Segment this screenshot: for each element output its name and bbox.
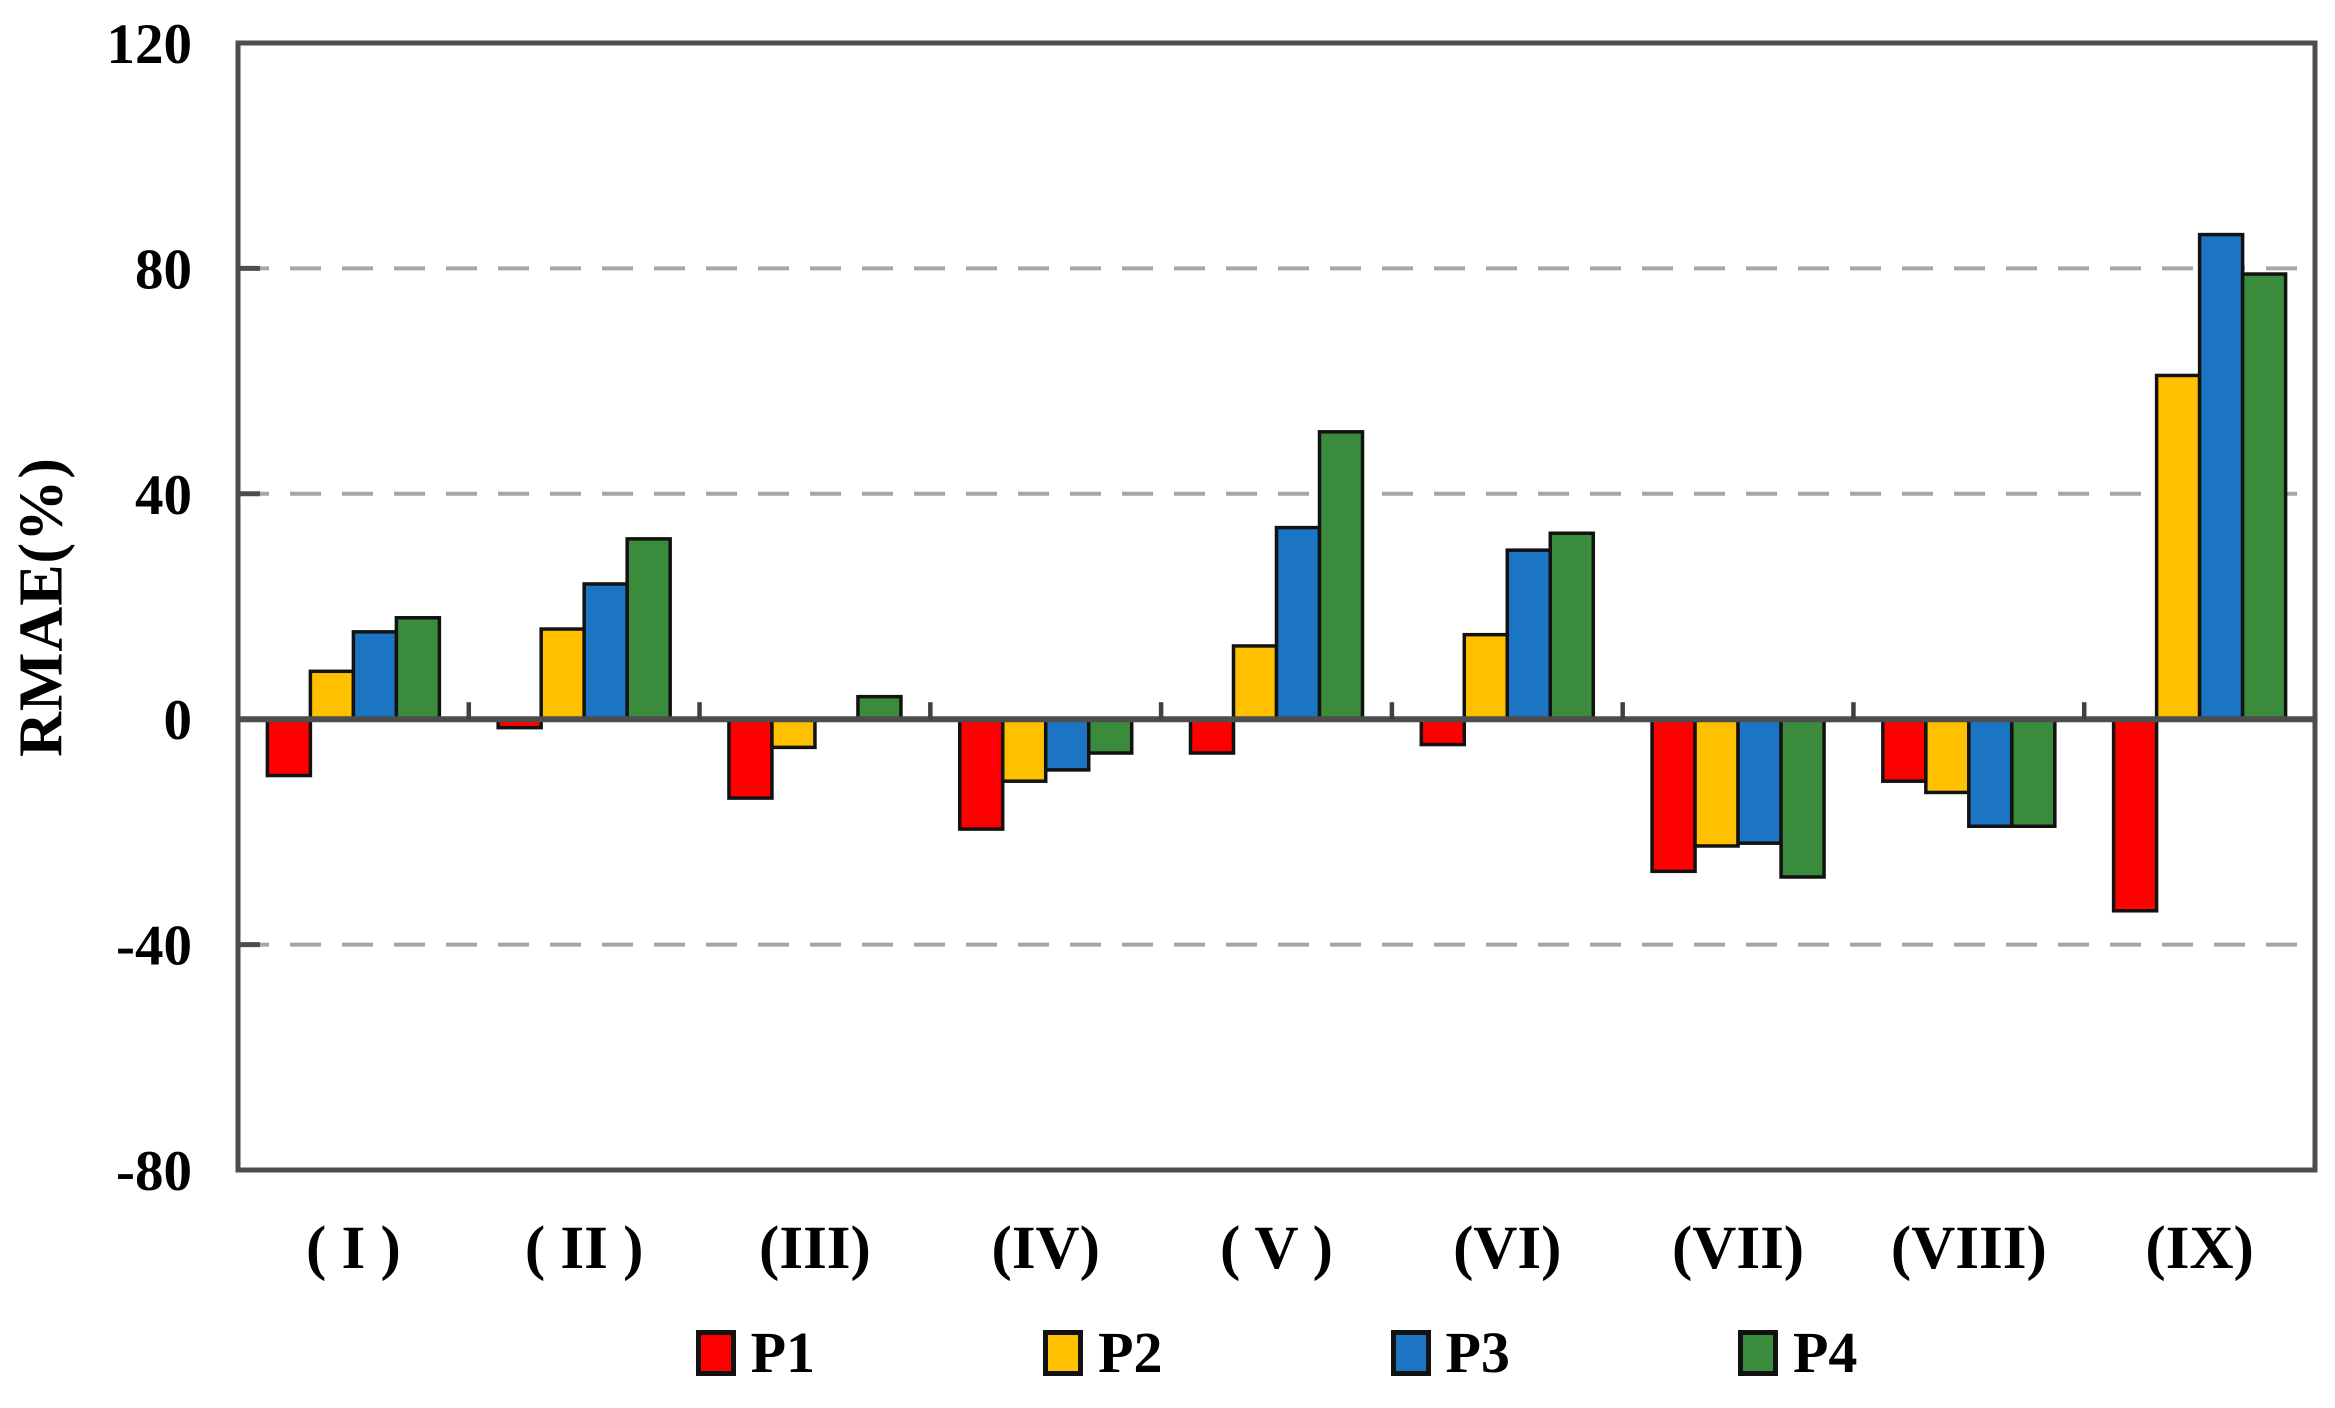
bar-P2-VI <box>1462 632 1510 721</box>
bar-P3-VI <box>1505 548 1553 721</box>
bar-P1-III <box>727 717 774 800</box>
bar-P3-I <box>351 630 399 721</box>
plot-frame <box>235 40 2318 1173</box>
x-category-label: ( I ) <box>306 1215 401 1282</box>
x-category-label: (VI) <box>1453 1215 1561 1282</box>
bar-P3-V <box>1274 525 1322 721</box>
y-tick-label--80: -80 <box>116 1140 192 1203</box>
bar-P4-V <box>1317 430 1365 721</box>
y-tick-label-80: 80 <box>135 238 192 301</box>
bar-P3-IX <box>2197 232 2245 721</box>
bar-P1-VI <box>1419 717 1467 747</box>
bar-P1-VII <box>1650 717 1697 874</box>
legend-swatch-P2 <box>1043 1330 1084 1376</box>
bar-P2-IV <box>1000 717 1048 783</box>
legend-item-P3: P3 <box>1390 1320 1510 1385</box>
bar-P1-IX <box>2111 717 2159 913</box>
legend-label-P3: P3 <box>1445 1320 1510 1385</box>
bar-P2-II <box>539 627 586 721</box>
legend-label-P1: P1 <box>750 1320 816 1385</box>
bar-P4-VIII <box>2010 717 2057 829</box>
bar-P2-VIII <box>1924 717 1971 795</box>
bar-P4-I <box>394 616 442 721</box>
x-category-label: (III) <box>759 1215 871 1282</box>
legend: P1 P2 P3 P4 <box>238 1324 2315 1382</box>
bar-P1-V <box>1188 717 1236 755</box>
legend-item-P4: P4 <box>1737 1320 1858 1385</box>
bar-P2-IX <box>2154 373 2202 721</box>
legend-item-P2: P2 <box>1043 1320 1163 1385</box>
bar-P2-V <box>1231 644 1279 721</box>
bar-P3-II <box>582 582 629 721</box>
bar-P1-IV <box>957 717 1005 831</box>
bar-P4-IV <box>1086 717 1134 755</box>
bar-P2-I <box>308 669 356 721</box>
legend-swatch-P4 <box>1737 1330 1778 1376</box>
bar-P4-VII <box>1779 717 1826 879</box>
bar-P2-III <box>770 717 817 750</box>
bar-P3-VIII <box>1967 717 2014 829</box>
legend-item-P1: P1 <box>695 1320 816 1385</box>
bar-P4-IX <box>2240 272 2288 721</box>
x-category-label: (VIII) <box>1891 1215 2047 1282</box>
x-category-label: (IX) <box>2145 1215 2253 1282</box>
bar-P2-VII <box>1693 717 1740 848</box>
x-category-label: (IV) <box>992 1215 1100 1282</box>
legend-label-P2: P2 <box>1098 1320 1163 1385</box>
bar-P3-IV <box>1043 717 1091 772</box>
bar-P4-II <box>625 537 672 721</box>
x-category-label: ( II ) <box>525 1215 644 1282</box>
legend-swatch-P1 <box>695 1330 736 1376</box>
y-tick-label-40: 40 <box>135 464 192 527</box>
bar-P3-VII <box>1736 717 1783 845</box>
y-tick-label-120: 120 <box>107 13 193 76</box>
y-tick-label--40: -40 <box>116 915 192 978</box>
bar-P4-VI <box>1548 531 1596 721</box>
legend-swatch-P3 <box>1390 1330 1431 1376</box>
bar-P4-III <box>856 694 903 721</box>
x-category-label: (VII) <box>1672 1215 1804 1282</box>
bar-P1-I <box>265 717 313 778</box>
y-tick-label-0: 0 <box>164 689 193 752</box>
x-category-label: ( V ) <box>1220 1215 1333 1282</box>
bar-P1-VIII <box>1881 717 1928 783</box>
legend-label-P4: P4 <box>1792 1320 1858 1385</box>
